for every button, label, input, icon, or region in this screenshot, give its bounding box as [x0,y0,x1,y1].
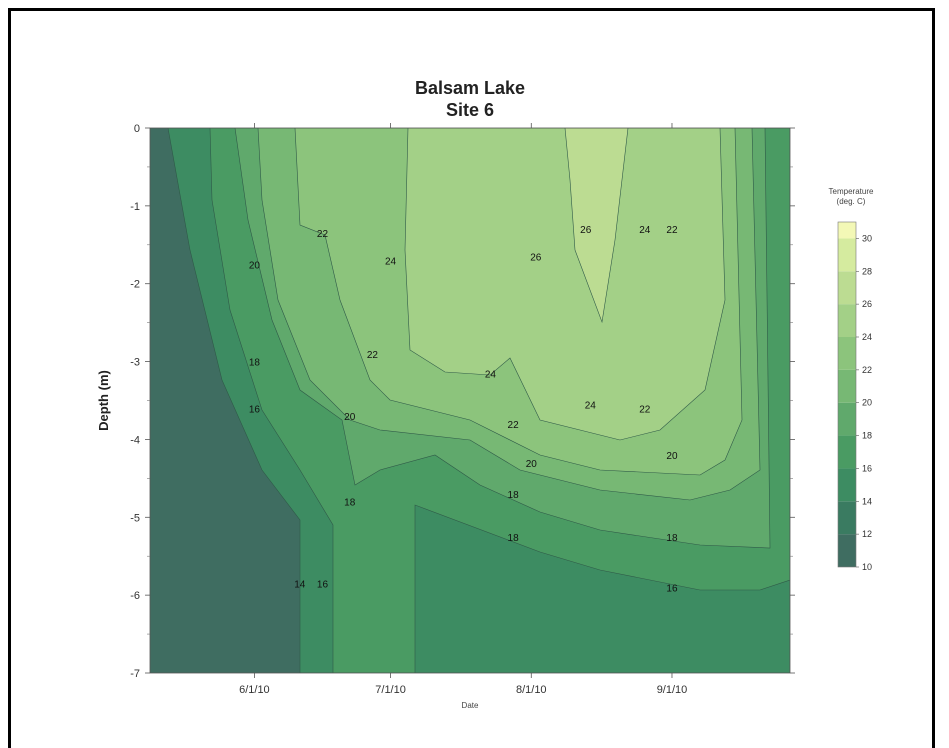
contour-label-7: 22 [367,350,379,361]
colorbar-segment-7 [838,304,856,337]
contour-label-11: 20 [344,412,356,423]
contour-label-14: 22 [639,404,651,415]
colorbar-tick-label-0: 30 [862,233,872,243]
axes: 0 -1 -2 -3 -4 -5 -6 -7 6/1/10 7/1/10 8/1/10 9/1/10 D… [96,123,795,710]
x-tick-label-2: 8/1/10 [516,684,547,696]
colorbar: 30 28 26 24 22 20 18 16 14 12 10 Temperature(deg. C… [829,187,874,572]
band-24-26 [404,128,726,441]
colorbar-tick-label-7: 16 [862,463,872,473]
chart-title-line-2: Site 6 [445,100,495,120]
colorbar-title-line-0: Temperature [829,187,874,196]
contour-label-10: 16 [249,404,261,415]
contour-label-0: 22 [317,229,329,240]
contour-label-8: 18 [249,358,261,369]
figure-frame [8,8,935,748]
x-tick-label-1: 7/1/10 [375,684,406,696]
contour-label-9: 24 [485,369,497,380]
colorbar-tick-label-3: 24 [862,332,872,342]
contour-label-19: 18 [508,533,520,544]
colorbar-segment-4 [838,402,856,436]
contour-label-23: 16 [666,583,678,594]
contour-label-17: 18 [344,498,356,509]
contour-label-6: 22 [666,225,678,236]
colorbar-tick-label-8: 14 [862,496,872,506]
contour-label-22: 16 [317,579,329,590]
colorbar-tick-label-5: 20 [862,398,872,408]
colorbar-tick-label-2: 26 [862,299,872,309]
contour-label-1: 20 [249,260,261,271]
contour-label-16: 20 [666,451,678,462]
contour-fills [150,128,790,673]
y-axis-label: Depth (m) [96,370,111,431]
contour-label-21: 14 [294,579,306,590]
contour-label-2: 24 [385,256,397,267]
chart-title-line-1: Balsam Lake [414,78,526,98]
contour-label-13: 24 [585,400,597,411]
contour-label-3: 26 [530,252,542,263]
colorbar-segment-2 [838,468,856,502]
band-26-28 [564,128,629,324]
colorbar-segment-1 [838,501,856,535]
colorbar-tick-label-6: 18 [862,431,872,441]
contour-label-20: 18 [666,533,678,544]
contour-label-12: 22 [508,420,520,431]
y-tick-label-4: -4 [130,434,140,446]
colorbar-border [837,221,857,568]
x-axis-label: Date [462,701,479,710]
colorbar-tick-label-1: 28 [862,266,872,276]
contour-labels: 22 20 24 26 26 24 22 22 18 24 16 20 22 24 22 20 20 18 18 18… [249,225,678,594]
colorbar-segment-5 [838,369,856,403]
colorbar-tick-label-4: 22 [862,365,872,375]
contour-label-4: 26 [580,225,592,236]
y-tick-label-6: -6 [130,590,140,602]
x-tick-label-3: 9/1/10 [657,684,688,696]
colorbar-segment-10 [838,222,856,239]
y-tick-label-5: -5 [130,512,140,524]
y-tick-label-7: -7 [130,668,140,680]
colorbar-tick-label-10: 10 [862,562,872,572]
x-tick-label-0: 6/1/10 [239,684,270,696]
y-tick-label-3: -3 [130,357,140,369]
contour-label-5: 24 [639,225,651,236]
contour-label-15: 20 [526,459,538,470]
colorbar-segment-6 [838,337,856,370]
y-tick-label-1: -1 [130,201,140,213]
y-tick-label-2: -2 [130,279,140,291]
y-tick-label-0: 0 [134,123,140,135]
colorbar-tick-label-9: 12 [862,529,872,539]
colorbar-segment-0 [838,534,856,567]
colorbar-segment-3 [838,435,856,469]
colorbar-segment-8 [838,271,856,305]
contour-label-18: 18 [508,490,520,501]
colorbar-title-line-1: (deg. C) [837,197,866,206]
colorbar-segment-9 [838,238,856,272]
